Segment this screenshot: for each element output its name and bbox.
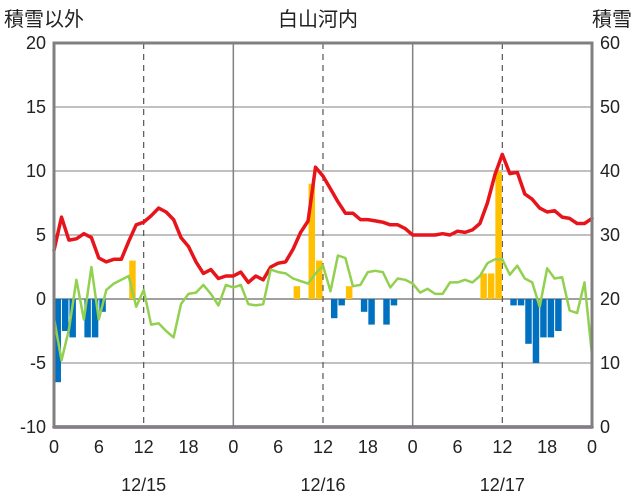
precip-bar [480,273,487,299]
negative_bars-bar [525,299,532,344]
right-tick-label: 50 [600,97,620,117]
x-tick-label: 0 [228,437,238,457]
precip-bar [293,286,301,299]
wind-line [52,254,594,362]
x-tick-label: 6 [273,437,283,457]
negative_bars-bar [91,299,99,338]
x-tick-label: 0 [49,437,59,457]
day-label: 12/15 [121,475,166,495]
x-tick-label: 18 [537,437,557,457]
negative_bars-bar [540,299,547,338]
x-tick-label: 12 [313,437,333,457]
x-tick-label: 18 [358,437,378,457]
precip-bar [345,286,353,299]
left-tick-label: 20 [26,33,46,53]
negative_bars-bar [368,299,375,325]
left-tick-label: 15 [26,97,46,117]
negative_bars-bar [338,299,345,306]
left-tick-label: 0 [36,289,46,309]
negative_bars-bar [390,299,398,306]
negative_bars-bar [555,299,562,331]
negative_bars-bar [360,299,368,312]
temperature-line [52,152,594,285]
right-tick-label: 60 [600,33,620,53]
bar-layer [54,171,562,383]
x-tick-label: 0 [408,437,418,457]
negative_bars-bar [532,299,540,363]
negative_bars-bar [517,299,525,306]
right-tick-label: 30 [600,225,620,245]
gridlines [54,43,592,427]
x-tick-label: 12 [492,437,512,457]
negative_bars-bar [330,299,338,319]
negative_bars-bar [510,299,517,306]
left-tick-label: -10 [20,417,46,437]
x-tick-label: 6 [94,437,104,457]
x-tick-label: 6 [452,437,462,457]
left-tick-label: -5 [30,353,46,373]
precip-bar [495,171,502,299]
right-tick-label: 0 [600,417,610,437]
precip-bar [487,273,495,299]
right-tick-label: 10 [600,353,620,373]
precip-bar [308,183,316,299]
negative_bars-bar [61,299,69,331]
precip-bar [316,260,323,299]
chart-title: 白山河内 [278,7,358,31]
plot-frame [52,41,594,429]
x-tick-label: 18 [178,437,198,457]
negative_bars-bar [383,299,390,325]
negative_bars-bar [69,299,76,338]
day-label: 12/16 [300,475,345,495]
negative_bars-bar [84,299,91,338]
left-axis-title: 積雪以外 [4,7,84,31]
left-tick-label: 5 [36,225,46,245]
right-axis-title: 積雪 [592,7,632,31]
day-label: 12/17 [480,475,525,495]
negative_bars-bar [547,299,555,338]
right-tick-label: 40 [600,161,620,181]
x-tick-label: 12 [134,437,154,457]
x-tick-label: 0 [587,437,597,457]
precip-bar [129,260,136,299]
left-tick-label: 10 [26,161,46,181]
right-tick-label: 20 [600,289,620,309]
